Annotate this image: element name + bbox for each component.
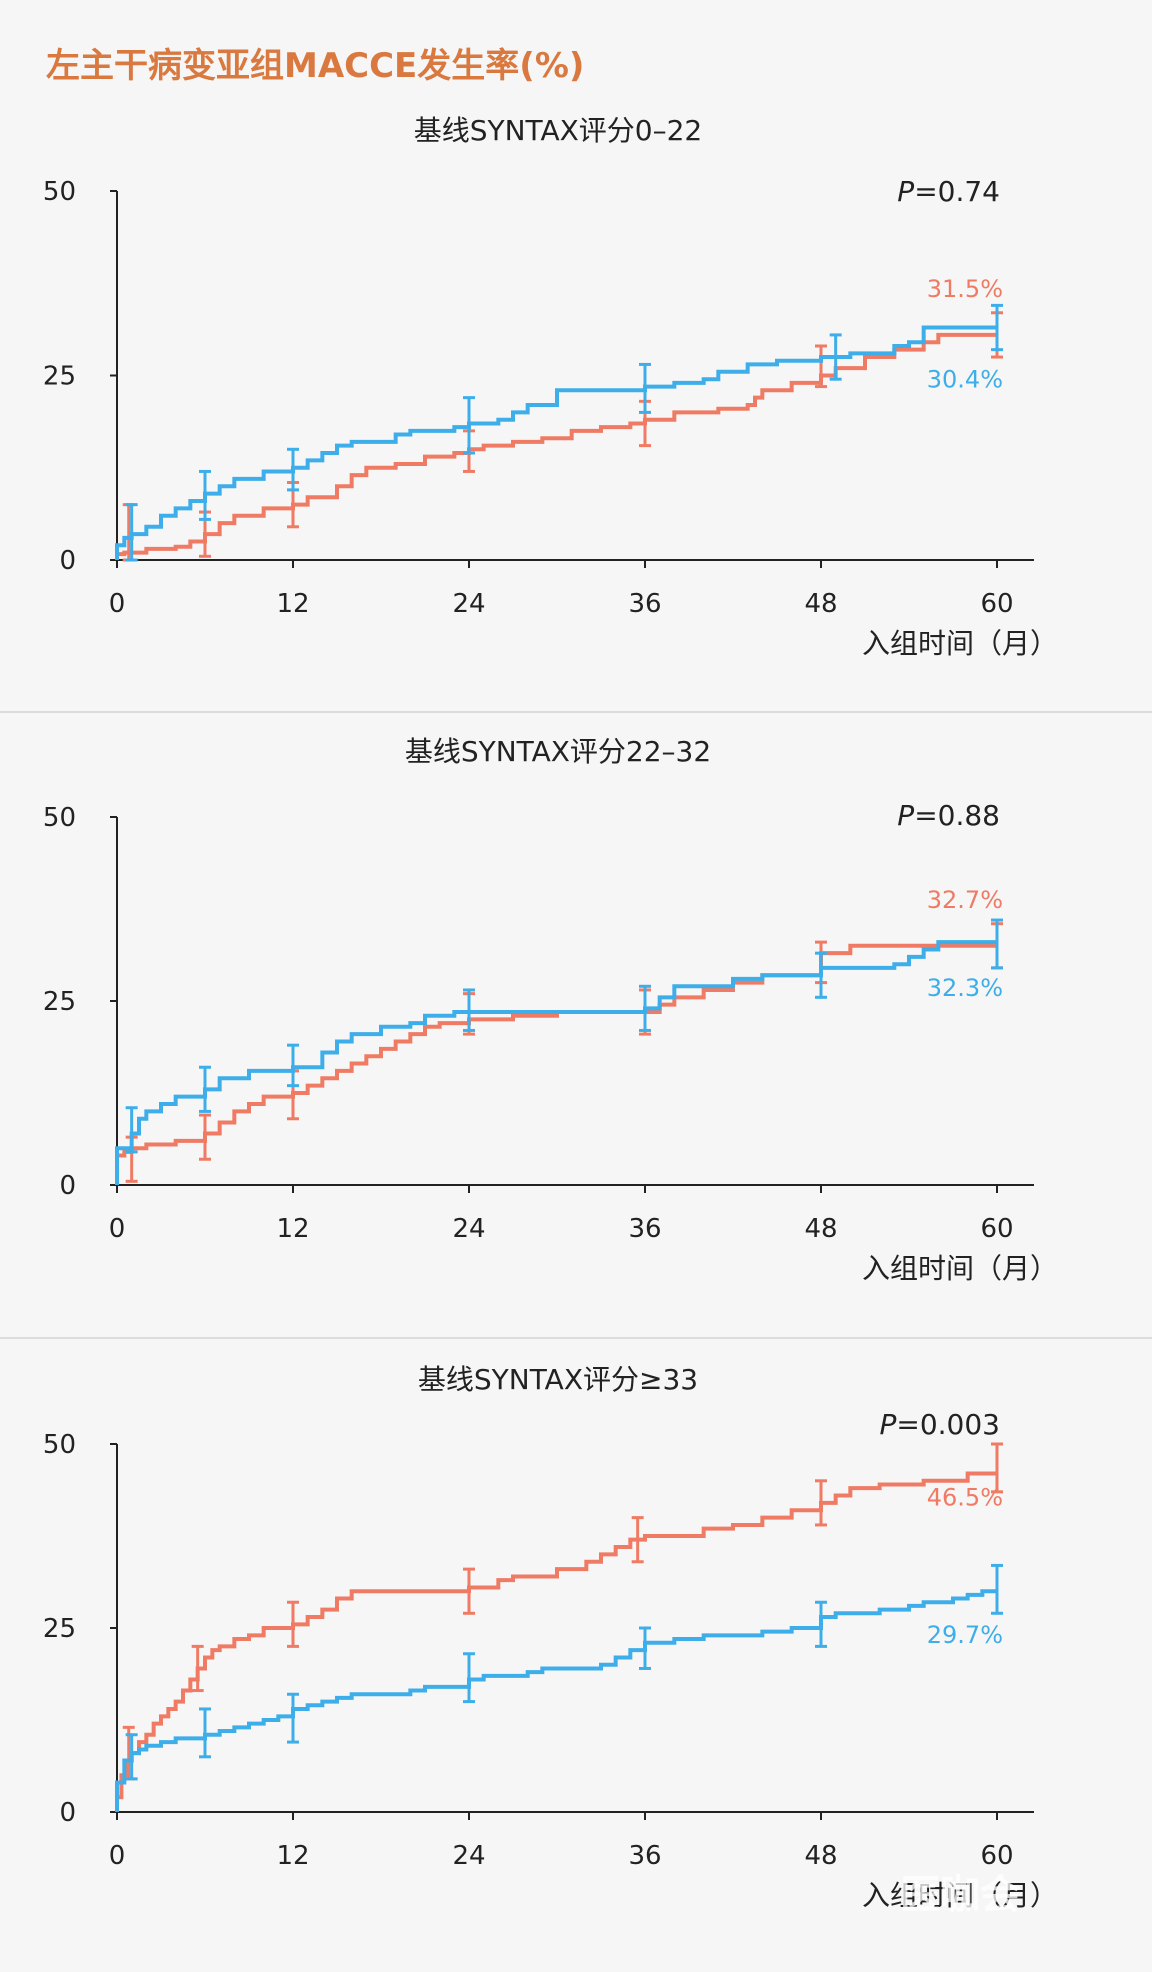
error-bar-blue <box>287 1043 299 1088</box>
error-bar-red <box>199 1113 211 1161</box>
x-tick-label: 36 <box>628 1214 661 1244</box>
series-line-red <box>115 1471 997 1812</box>
error-bar-blue <box>125 1106 138 1154</box>
panel-divider <box>0 711 1152 713</box>
series-line-red <box>115 332 997 560</box>
x-tick-label: 60 <box>980 589 1013 619</box>
error-bar-blue <box>991 918 1003 970</box>
x-tick-label: 36 <box>628 589 661 619</box>
y-tick-label: 0 <box>59 546 76 576</box>
error-bar-red <box>631 1516 644 1564</box>
error-bar-red <box>287 1600 299 1648</box>
y-tick-label: 25 <box>43 1614 76 1644</box>
end-label-blue: 32.3% <box>927 974 1003 1002</box>
end-label-red: 31.5% <box>927 275 1003 303</box>
series-line-red <box>115 943 997 1185</box>
x-tick-label: 48 <box>804 1841 837 1871</box>
x-tick-label: 24 <box>452 1214 485 1244</box>
error-bar-blue <box>815 951 827 999</box>
x-tick-label: 12 <box>276 1841 309 1871</box>
error-bar-blue <box>829 333 842 381</box>
y-tick-label: 50 <box>43 803 76 833</box>
error-bar-red <box>815 344 827 389</box>
error-bar-blue <box>639 984 651 1032</box>
error-bar-blue <box>991 303 1003 352</box>
x-tick-label: 60 <box>980 1214 1013 1244</box>
error-bar-blue <box>463 396 475 455</box>
x-tick-label: 0 <box>109 589 126 619</box>
x-tick-label: 24 <box>452 1841 485 1871</box>
panel-divider <box>0 1337 1152 1339</box>
end-label-blue: 30.4% <box>927 366 1003 394</box>
error-bar-blue <box>639 362 651 414</box>
watermark-logo: 医咖会 <box>900 1872 1020 1918</box>
chart-title: 基线SYNTAX评分22–32 <box>405 735 711 768</box>
y-tick-label: 0 <box>59 1171 76 1201</box>
series-line-blue <box>115 940 997 1185</box>
series-line-blue <box>115 1589 997 1812</box>
chart-title: 基线SYNTAX评分0–22 <box>414 114 703 147</box>
x-tick-label: 60 <box>980 1841 1013 1871</box>
x-axis-label: 入组时间（月） <box>862 1879 1058 1912</box>
chart-panel-syntax-0-22: 基线SYNTAX评分0–22 0 25 50 0 12 24 36 48 60 入组时间（月） P=0… <box>0 105 1152 710</box>
error-bar-blue <box>199 1065 211 1113</box>
error-bar-blue <box>815 1600 827 1648</box>
error-bar-blue <box>991 1563 1003 1615</box>
x-axis-label: 入组时间（月） <box>862 627 1058 660</box>
x-tick-label: 48 <box>804 1214 837 1244</box>
error-bar-blue <box>463 988 475 1032</box>
error-bar-blue <box>199 1707 211 1759</box>
end-label-red: 46.5% <box>927 1483 1003 1511</box>
x-axis-label: 入组时间（月） <box>862 1252 1058 1285</box>
x-tick-label: 48 <box>804 589 837 619</box>
y-tick-label: 50 <box>43 1430 76 1460</box>
chart-panel-syntax-33-plus: 基线SYNTAX评分≥33 0 25 50 0 12 24 36 48 60 入组时间（月） P=0.… <box>0 1339 1152 1968</box>
chart-syntax-0-22: 基线SYNTAX评分0–22 0 25 50 0 12 24 36 48 60 入组时间（月） P=0… <box>43 114 1058 660</box>
p-value: P=0.88 <box>897 799 1000 832</box>
y-tick-label: 0 <box>59 1798 76 1828</box>
chart-syntax-33-plus: 基线SYNTAX评分≥33 0 25 50 0 12 24 36 48 60 入组时间（月） P=0.… <box>43 1363 1058 1912</box>
y-tick-label: 25 <box>43 987 76 1017</box>
error-bar-red <box>191 1644 204 1693</box>
error-bar-red <box>815 1479 827 1527</box>
error-bar-blue <box>125 1733 138 1781</box>
p-value: P=0.003 <box>879 1408 1000 1441</box>
chart-panel-syntax-22-32: 基线SYNTAX评分22–32 0 25 50 0 12 24 36 48 60 入组时间（月） P=… <box>0 713 1152 1335</box>
x-tick-label: 36 <box>628 1841 661 1871</box>
error-bar-red <box>463 1567 475 1615</box>
x-tick-label: 0 <box>109 1841 126 1871</box>
x-tick-label: 24 <box>452 589 485 619</box>
chart-syntax-22-32: 基线SYNTAX评分22–32 0 25 50 0 12 24 36 48 60 入组时间（月） P=… <box>43 735 1058 1285</box>
error-bar-blue <box>639 1626 651 1670</box>
error-bar-blue <box>463 1652 475 1704</box>
page-title: 左主干病变亚组MACCE发生率(%) <box>46 46 585 86</box>
error-bar-blue <box>287 1692 299 1744</box>
y-tick-label: 25 <box>43 362 76 392</box>
p-value: P=0.74 <box>897 175 1000 208</box>
y-tick-label: 50 <box>43 177 76 207</box>
x-tick-label: 0 <box>109 1214 126 1244</box>
chart-title: 基线SYNTAX评分≥33 <box>418 1363 698 1396</box>
x-tick-label: 12 <box>276 589 309 619</box>
error-bar-blue <box>125 503 138 562</box>
x-tick-label: 12 <box>276 1214 309 1244</box>
error-bar-blue <box>199 469 211 521</box>
series-line-blue <box>115 325 997 560</box>
error-bar-blue <box>287 447 299 492</box>
error-bar-red <box>991 1442 1003 1494</box>
end-label-red: 32.7% <box>927 886 1003 914</box>
end-label-blue: 29.7% <box>927 1621 1003 1649</box>
